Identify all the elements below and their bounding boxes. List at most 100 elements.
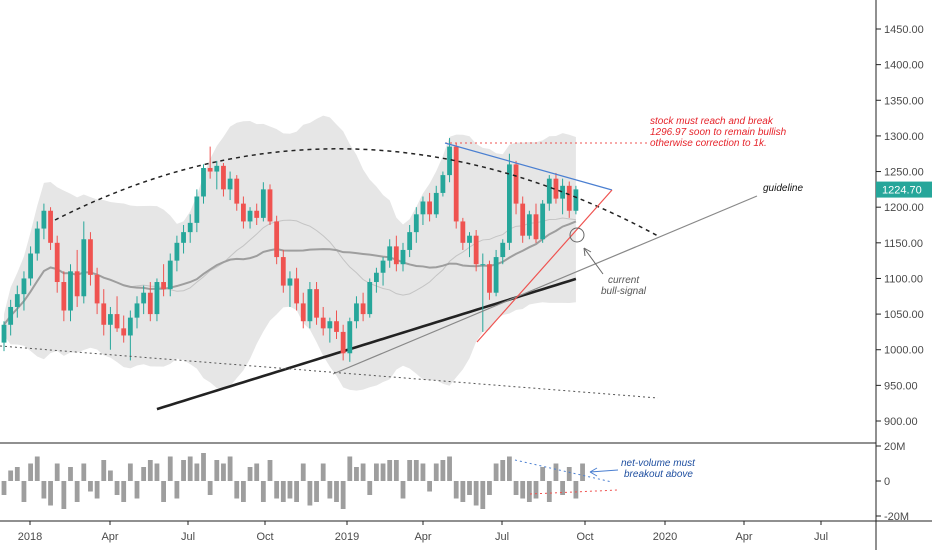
volume-bar xyxy=(194,463,200,481)
candle-body xyxy=(34,228,40,254)
candle-body xyxy=(141,292,147,304)
volume-bar xyxy=(493,463,499,481)
volume-axis: 20M 0 -20M xyxy=(876,441,909,523)
bull-signal-arrow xyxy=(583,247,604,275)
bull-signal-label-1: current xyxy=(608,275,640,286)
time-tick-label: Jul xyxy=(495,531,509,543)
triangle-lower-line xyxy=(476,189,613,343)
volume-bar xyxy=(347,456,353,481)
volume-bar xyxy=(221,463,226,481)
candle-body xyxy=(68,271,73,311)
volume-bar xyxy=(247,467,253,481)
time-tick-label: 2018 xyxy=(18,531,42,543)
candle-body xyxy=(540,203,546,240)
volume-bar xyxy=(387,460,393,481)
guideline-line xyxy=(332,195,758,375)
volume-bar xyxy=(241,481,246,502)
candle-body xyxy=(526,214,532,236)
volume-bar xyxy=(14,467,20,481)
candle-body xyxy=(507,164,512,243)
volume-bar xyxy=(334,481,339,502)
arc-resistance-line xyxy=(54,148,659,237)
volume-bar xyxy=(546,481,552,502)
time-tick-label: Oct xyxy=(576,531,593,543)
candle-body xyxy=(234,178,240,204)
price-tick-label: 1450.00 xyxy=(884,24,924,36)
volume-bar xyxy=(360,463,366,481)
volume-bar xyxy=(154,463,160,481)
price-axis: 1450.00 1400.00 1350.00 1300.00 1250.00 1200.… xyxy=(876,24,924,428)
volume-bar xyxy=(507,456,512,481)
candle-body xyxy=(300,303,306,322)
candle-body xyxy=(453,146,459,222)
lower-support-dotted-line xyxy=(0,345,659,399)
time-axis: 2018 Apr Jul Oct 2019 Apr Jul Oct 2020 Apr Jul xyxy=(18,521,828,543)
candle-body xyxy=(407,232,413,250)
candle-body xyxy=(520,203,526,236)
candle-body xyxy=(493,257,499,293)
volume-bar xyxy=(427,481,432,492)
candle-body xyxy=(480,264,486,266)
candle-body xyxy=(127,317,133,336)
candle-body xyxy=(387,246,393,261)
volume-bar xyxy=(413,460,419,481)
time-tick-label: Apr xyxy=(101,531,118,543)
candle-body xyxy=(566,185,572,211)
price-tick-label: 900.00 xyxy=(884,416,918,428)
volume-bar xyxy=(467,481,472,495)
candle-body xyxy=(260,189,266,218)
red-note-line-2: 1296.97 soon to remain bullish xyxy=(650,127,787,138)
time-tick-label: 2019 xyxy=(335,531,359,543)
volume-bar xyxy=(440,460,446,481)
volume-bar xyxy=(181,460,186,481)
volume-note-line-2: breakout above xyxy=(624,469,693,480)
time-tick-label: Jul xyxy=(814,531,828,543)
time-tick-label: Jul xyxy=(181,531,195,543)
volume-bar xyxy=(540,467,546,481)
volume-bar xyxy=(380,463,386,481)
volume-bar xyxy=(487,481,492,495)
volume-bar xyxy=(327,481,333,499)
volume-note-arrowhead xyxy=(589,467,598,477)
volume-bar xyxy=(580,463,585,481)
price-tick-label: 1200.00 xyxy=(884,202,924,214)
candle-body xyxy=(340,331,346,354)
volume-bar xyxy=(21,481,27,502)
volume-bar xyxy=(526,481,532,502)
volume-bar xyxy=(61,481,67,509)
candle-body xyxy=(247,210,253,222)
volume-bar xyxy=(433,463,439,481)
candle-body xyxy=(320,317,326,329)
candle-body xyxy=(1,324,7,343)
volume-bar xyxy=(101,460,107,481)
volume-bar xyxy=(161,481,166,502)
candle-body xyxy=(533,214,539,240)
candle-body xyxy=(513,164,519,204)
volume-bar xyxy=(88,481,93,492)
candle-body xyxy=(280,257,286,286)
candle-body xyxy=(154,282,160,315)
candle-body xyxy=(500,242,506,258)
candle-body xyxy=(201,167,206,197)
volume-bar xyxy=(400,481,406,499)
candle-body xyxy=(546,178,552,204)
volume-bar xyxy=(260,481,266,502)
candle-body xyxy=(380,260,386,273)
candle-body xyxy=(473,235,479,265)
candle-body xyxy=(433,192,439,215)
volume-note-line-1: net-volume must xyxy=(621,458,696,469)
candle-body xyxy=(101,303,107,325)
volume-bar xyxy=(147,460,153,481)
volume-bar xyxy=(500,460,506,481)
candle-body xyxy=(573,189,579,211)
candle-body xyxy=(48,210,53,243)
candle-body xyxy=(553,178,559,199)
candle-body xyxy=(274,221,280,258)
candle-body xyxy=(181,232,186,243)
candle-body xyxy=(294,278,299,304)
volume-bar xyxy=(307,481,313,506)
volume-bar xyxy=(134,481,140,499)
volume-tick-label: 20M xyxy=(884,441,905,453)
candle-body xyxy=(41,210,47,229)
